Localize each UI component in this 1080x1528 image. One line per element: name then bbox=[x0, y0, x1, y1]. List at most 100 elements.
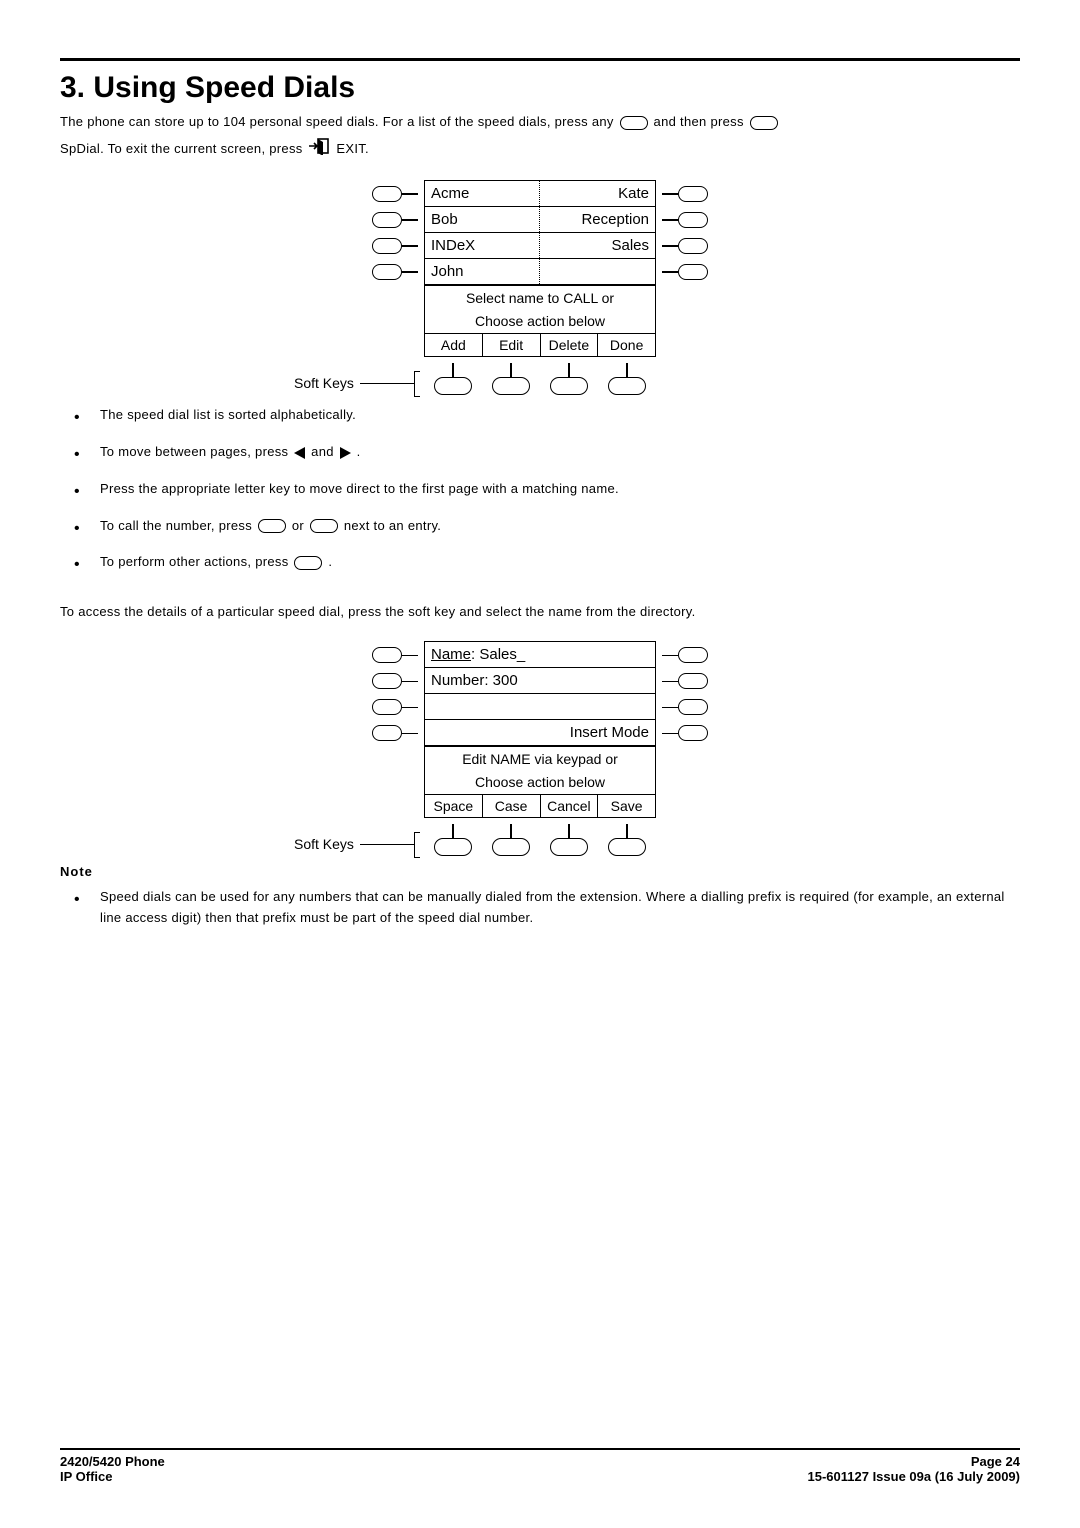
display-cell: John bbox=[425, 259, 540, 284]
page-footer: 2420/5420 Phone Page 24 IP Office 15-601… bbox=[60, 1448, 1020, 1484]
footer-left-1: 2420/5420 Phone bbox=[60, 1454, 165, 1469]
display-cell: Number: 300 bbox=[425, 668, 655, 693]
feature-button-icon bbox=[678, 699, 708, 715]
softkey-button-icon bbox=[492, 838, 530, 856]
display-message: Choose action below bbox=[425, 309, 655, 333]
oval-button-icon bbox=[620, 116, 648, 130]
list-text: or bbox=[292, 518, 308, 533]
list-text: and bbox=[311, 444, 338, 459]
display-cell: Insert Mode bbox=[425, 720, 655, 745]
list-text: The speed dial list is sorted alphabetic… bbox=[100, 407, 356, 422]
top-rule bbox=[60, 58, 1020, 61]
list-text: To perform other actions, press bbox=[100, 554, 292, 569]
soft-key-buttons bbox=[424, 363, 656, 395]
oval-button-icon bbox=[258, 519, 286, 533]
display-cell bbox=[540, 259, 655, 284]
phone-display-2: Name: Sales_ Number: 300 Insert Mode Edi… bbox=[424, 641, 656, 818]
name-label: Name bbox=[431, 646, 471, 663]
softkey-label: Cancel bbox=[541, 795, 599, 817]
list-item: To call the number, press or next to an … bbox=[60, 508, 1020, 545]
exit-icon bbox=[308, 137, 330, 162]
arrow-right-icon bbox=[340, 447, 351, 459]
intro-text-3: SpDial. To exit the current screen, pres… bbox=[60, 141, 306, 156]
softkeys-label: Soft Keys bbox=[294, 375, 414, 391]
softkeys-label-text: Soft Keys bbox=[294, 375, 354, 391]
softkey-button-icon bbox=[434, 377, 472, 395]
page-title: 3. Using Speed Dials bbox=[60, 71, 1020, 105]
display-cell: Sales bbox=[540, 233, 655, 258]
bullet-list: The speed dial list is sorted alphabetic… bbox=[60, 397, 1020, 581]
display-cell bbox=[425, 694, 655, 719]
feature-button-icon bbox=[678, 673, 708, 689]
note-text: Speed dials can be used for any numbers … bbox=[100, 889, 1005, 925]
softkey-label: Edit bbox=[483, 334, 541, 356]
softkeys-label: Soft Keys bbox=[294, 836, 414, 852]
name-value: : Sales_ bbox=[471, 646, 525, 663]
softkey-button-icon bbox=[608, 838, 646, 856]
feature-button-icon bbox=[678, 212, 708, 228]
softkey-label: Add bbox=[425, 334, 483, 356]
softkey-label: Save bbox=[598, 795, 655, 817]
display-message: Choose action below bbox=[425, 770, 655, 794]
feature-button-icon bbox=[678, 238, 708, 254]
softkey-button-icon bbox=[608, 377, 646, 395]
oval-button-icon bbox=[310, 519, 338, 533]
intro-paragraph: The phone can store up to 104 personal s… bbox=[60, 111, 1020, 162]
feature-button-icon bbox=[372, 238, 402, 254]
left-feature-buttons bbox=[372, 181, 418, 285]
note-heading: Note bbox=[60, 864, 1020, 879]
softkey-label: Delete bbox=[541, 334, 599, 356]
arrow-left-icon bbox=[294, 447, 305, 459]
feature-button-icon bbox=[372, 725, 402, 741]
right-feature-buttons bbox=[662, 181, 708, 285]
phone-display-1: AcmeKate BobReception INDeXSales John Se… bbox=[424, 180, 656, 357]
list-text: . bbox=[328, 554, 332, 569]
paragraph: To access the details of a particular sp… bbox=[60, 601, 1020, 623]
right-feature-buttons bbox=[662, 642, 708, 746]
note-list: Speed dials can be used for any numbers … bbox=[60, 883, 1020, 933]
intro-text-1: The phone can store up to 104 personal s… bbox=[60, 114, 618, 129]
display-cell: Name: Sales_ bbox=[425, 642, 655, 667]
list-text: To call the number, press bbox=[100, 518, 256, 533]
softkey-button-icon bbox=[550, 377, 588, 395]
list-text: . bbox=[357, 444, 361, 459]
display-message: Select name to CALL or bbox=[425, 285, 655, 309]
list-item: To move between pages, press and . bbox=[60, 434, 1020, 471]
bracket-icon bbox=[414, 371, 420, 397]
soft-key-buttons bbox=[424, 824, 656, 856]
softkey-label: Space bbox=[425, 795, 483, 817]
softkeys-label-text: Soft Keys bbox=[294, 836, 354, 852]
display-cell: Reception bbox=[540, 207, 655, 232]
list-text: next to an entry. bbox=[344, 518, 441, 533]
softkey-button-icon bbox=[550, 838, 588, 856]
display-cell: INDeX bbox=[425, 233, 540, 258]
feature-button-icon bbox=[678, 264, 708, 280]
oval-button-icon bbox=[294, 556, 322, 570]
feature-button-icon bbox=[678, 725, 708, 741]
left-feature-buttons bbox=[372, 642, 418, 746]
display-message: Edit NAME via keypad or bbox=[425, 746, 655, 770]
intro-text-4: EXIT. bbox=[336, 141, 369, 156]
list-item: To perform other actions, press . bbox=[60, 544, 1020, 581]
list-text: To move between pages, press bbox=[100, 444, 292, 459]
softkey-button-icon bbox=[434, 838, 472, 856]
display-cell: Acme bbox=[425, 181, 540, 206]
feature-button-icon bbox=[372, 186, 402, 202]
softkey-label: Case bbox=[483, 795, 541, 817]
feature-button-icon bbox=[678, 647, 708, 663]
list-text: Press the appropriate letter key to move… bbox=[100, 481, 619, 496]
bracket-icon bbox=[414, 832, 420, 858]
feature-button-icon bbox=[678, 186, 708, 202]
softkey-label: Done bbox=[598, 334, 655, 356]
display-cell: Bob bbox=[425, 207, 540, 232]
feature-button-icon bbox=[372, 264, 402, 280]
feature-button-icon bbox=[372, 699, 402, 715]
footer-left-2: IP Office bbox=[60, 1469, 113, 1484]
oval-button-icon bbox=[750, 116, 778, 130]
footer-right-2: 15-601127 Issue 09a (16 July 2009) bbox=[808, 1469, 1021, 1484]
list-item: The speed dial list is sorted alphabetic… bbox=[60, 397, 1020, 434]
footer-right-1: Page 24 bbox=[971, 1454, 1020, 1469]
list-item: Speed dials can be used for any numbers … bbox=[60, 883, 1020, 933]
feature-button-icon bbox=[372, 212, 402, 228]
feature-button-icon bbox=[372, 647, 402, 663]
